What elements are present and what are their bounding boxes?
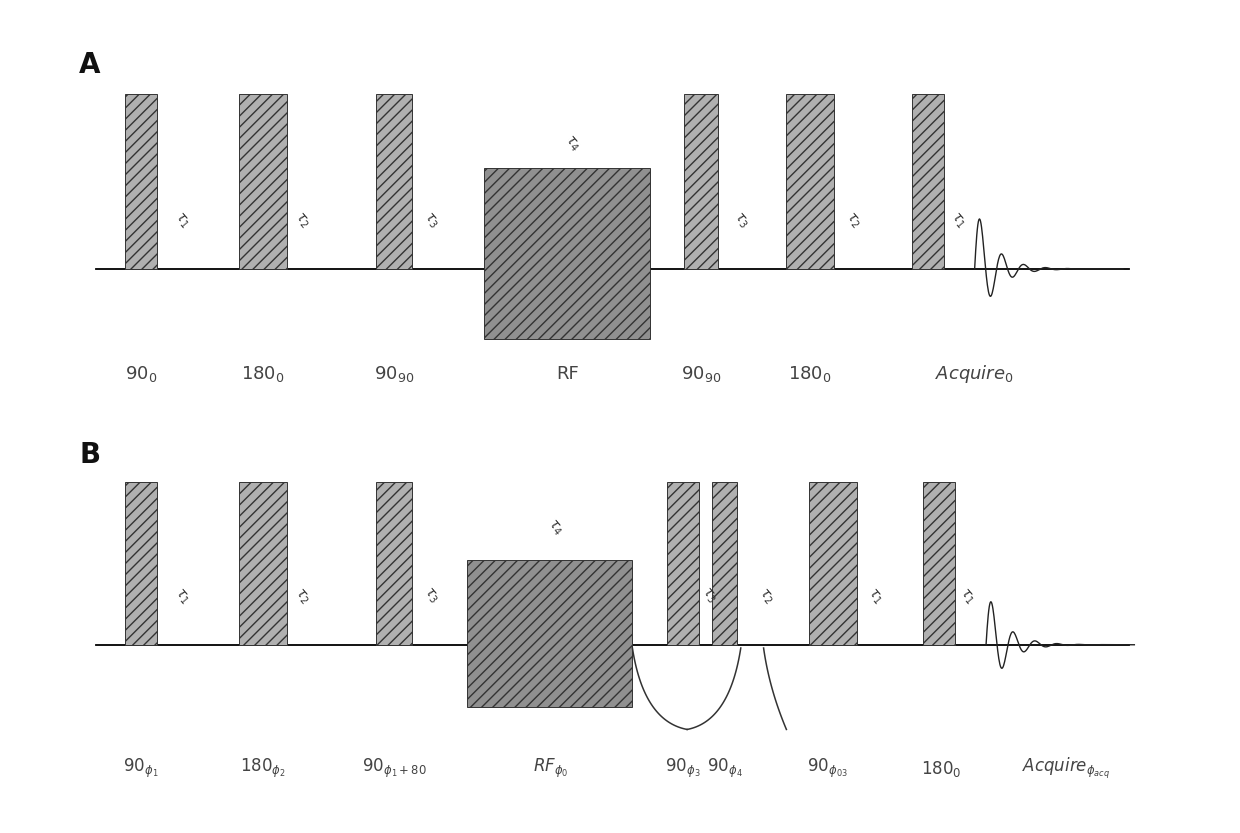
Text: $\tau_1$: $\tau_1$ bbox=[956, 586, 977, 606]
Text: $\tau_3$: $\tau_3$ bbox=[420, 586, 441, 606]
Bar bbox=[911, 94, 944, 269]
Text: $90_{90}$: $90_{90}$ bbox=[681, 364, 720, 384]
Text: $\tau_4$: $\tau_4$ bbox=[562, 132, 583, 154]
Text: A: A bbox=[79, 51, 100, 79]
Text: $90_{\phi_4}$: $90_{\phi_4}$ bbox=[707, 757, 743, 781]
Bar bbox=[125, 481, 156, 645]
Text: $\tau_1$: $\tau_1$ bbox=[171, 586, 192, 606]
Text: $180_{0}$: $180_{0}$ bbox=[241, 364, 285, 384]
Text: $\tau_2$: $\tau_2$ bbox=[291, 209, 312, 231]
Text: $\tau_1$: $\tau_1$ bbox=[864, 586, 885, 606]
Bar bbox=[484, 167, 650, 339]
Text: $90_{90}$: $90_{90}$ bbox=[373, 364, 414, 384]
Bar bbox=[683, 94, 718, 269]
Bar bbox=[239, 481, 286, 645]
Bar bbox=[810, 481, 857, 645]
Text: $\tau_4$: $\tau_4$ bbox=[544, 516, 565, 538]
Text: B: B bbox=[79, 441, 100, 469]
Text: $\tau_2$: $\tau_2$ bbox=[291, 586, 312, 606]
Bar bbox=[239, 94, 286, 269]
Text: $\tau_1$: $\tau_1$ bbox=[171, 209, 192, 231]
Bar bbox=[786, 94, 835, 269]
Text: $180_{0}$: $180_{0}$ bbox=[789, 364, 832, 384]
Text: $90_{0}$: $90_{0}$ bbox=[124, 364, 156, 384]
Text: $RF_{\phi_0}$: $RF_{\phi_0}$ bbox=[532, 757, 568, 781]
Bar bbox=[924, 481, 955, 645]
Bar bbox=[376, 94, 412, 269]
Text: $\tau_3$: $\tau_3$ bbox=[420, 209, 441, 231]
Text: $\tau_3$: $\tau_3$ bbox=[698, 586, 719, 606]
Bar bbox=[667, 481, 698, 645]
Text: $\tau_1$: $\tau_1$ bbox=[947, 209, 968, 231]
Text: $90_{\phi_3}$: $90_{\phi_3}$ bbox=[665, 757, 701, 781]
Text: $Acquire_{0}$: $Acquire_{0}$ bbox=[935, 362, 1014, 385]
Text: $\tau_2$: $\tau_2$ bbox=[755, 586, 776, 606]
Text: $180_0$: $180_0$ bbox=[921, 759, 962, 779]
Text: $\tau_3$: $\tau_3$ bbox=[730, 209, 751, 231]
Bar bbox=[712, 481, 738, 645]
Bar bbox=[467, 560, 632, 706]
Text: $\tau_2$: $\tau_2$ bbox=[842, 209, 863, 231]
Bar bbox=[125, 94, 156, 269]
Text: $Acquire_{\phi_{acq}}$: $Acquire_{\phi_{acq}}$ bbox=[1022, 756, 1110, 781]
Text: $90_{\phi_{03}}$: $90_{\phi_{03}}$ bbox=[807, 757, 848, 781]
Text: $180_{\phi_2}$: $180_{\phi_2}$ bbox=[239, 757, 285, 781]
Bar bbox=[376, 481, 412, 645]
Text: $90_{\phi_1+80}$: $90_{\phi_1+80}$ bbox=[362, 757, 427, 781]
Text: $90_{\phi_1}$: $90_{\phi_1}$ bbox=[123, 757, 159, 781]
Text: RF: RF bbox=[556, 365, 579, 382]
